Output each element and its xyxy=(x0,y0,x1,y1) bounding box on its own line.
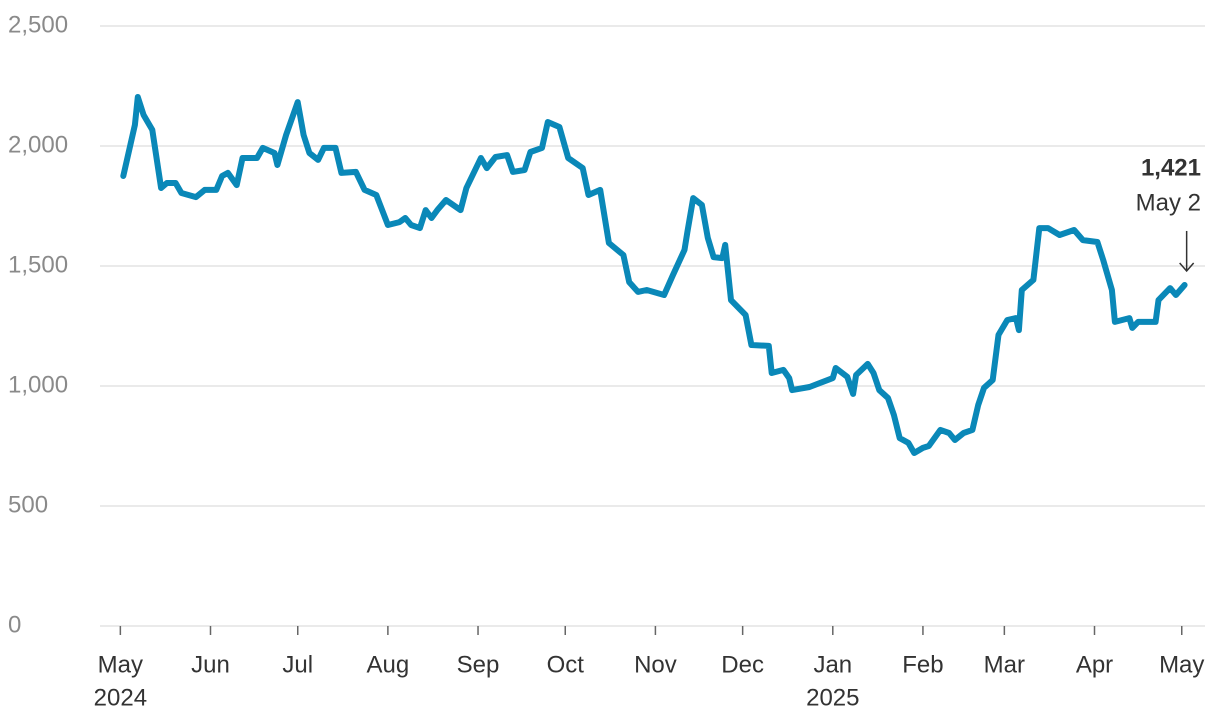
y-tick-label: 500 xyxy=(8,491,48,518)
x-tick-label: Apr xyxy=(1076,651,1113,678)
year-label: 2024 xyxy=(94,684,147,711)
y-tick-label: 2,500 xyxy=(8,11,68,38)
price-line xyxy=(120,94,1188,456)
annotation-value: 1,421 xyxy=(1141,154,1201,181)
x-tick-label: Feb xyxy=(902,651,943,678)
y-tick-label: 2,000 xyxy=(8,131,68,158)
x-tick-label: Sep xyxy=(457,651,500,678)
annotation-date: May 2 xyxy=(1136,189,1201,216)
x-tick-label: Nov xyxy=(634,651,677,678)
x-tick-label: May xyxy=(1159,651,1204,678)
annotation-arrowhead xyxy=(1179,262,1195,273)
x-tick-label: Aug xyxy=(367,651,410,678)
x-tick-label: Mar xyxy=(984,651,1025,678)
x-tick-label: Dec xyxy=(721,651,764,678)
x-tick-label: May xyxy=(98,651,143,678)
y-tick-label: 1,000 xyxy=(8,371,68,398)
x-tick-label: Jul xyxy=(282,651,313,678)
y-tick-label: 1,500 xyxy=(8,251,68,278)
y-tick-label: 0 xyxy=(8,611,21,638)
x-tick-label: Oct xyxy=(547,651,585,678)
year-label: 2025 xyxy=(806,684,859,711)
x-tick-label: Jun xyxy=(191,651,230,678)
x-tick-label: Jan xyxy=(813,651,852,678)
